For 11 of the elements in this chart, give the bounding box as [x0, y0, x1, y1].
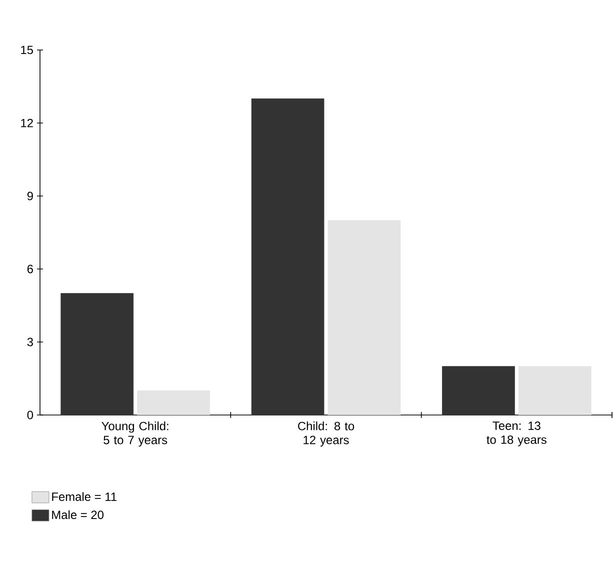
- y-tick-label: 9: [27, 192, 33, 200]
- x-tick-label: Young Child: 5 to 7 years: [102, 422, 168, 447]
- y-tick-label: 6: [27, 264, 33, 274]
- legend-label: Male = 20: [52, 510, 104, 520]
- x-tick-label: Child: 8 to 12 years: [298, 422, 354, 447]
- y-tick-label: 3: [27, 338, 33, 346]
- legend-label: Female = 11: [52, 492, 116, 501]
- y-tick-label: 0: [27, 410, 34, 420]
- x-tick-label: Teen: 13 to 18 years: [486, 422, 546, 446]
- y-tick-label: 15: [21, 46, 33, 54]
- y-tick-label: 12: [21, 118, 33, 128]
